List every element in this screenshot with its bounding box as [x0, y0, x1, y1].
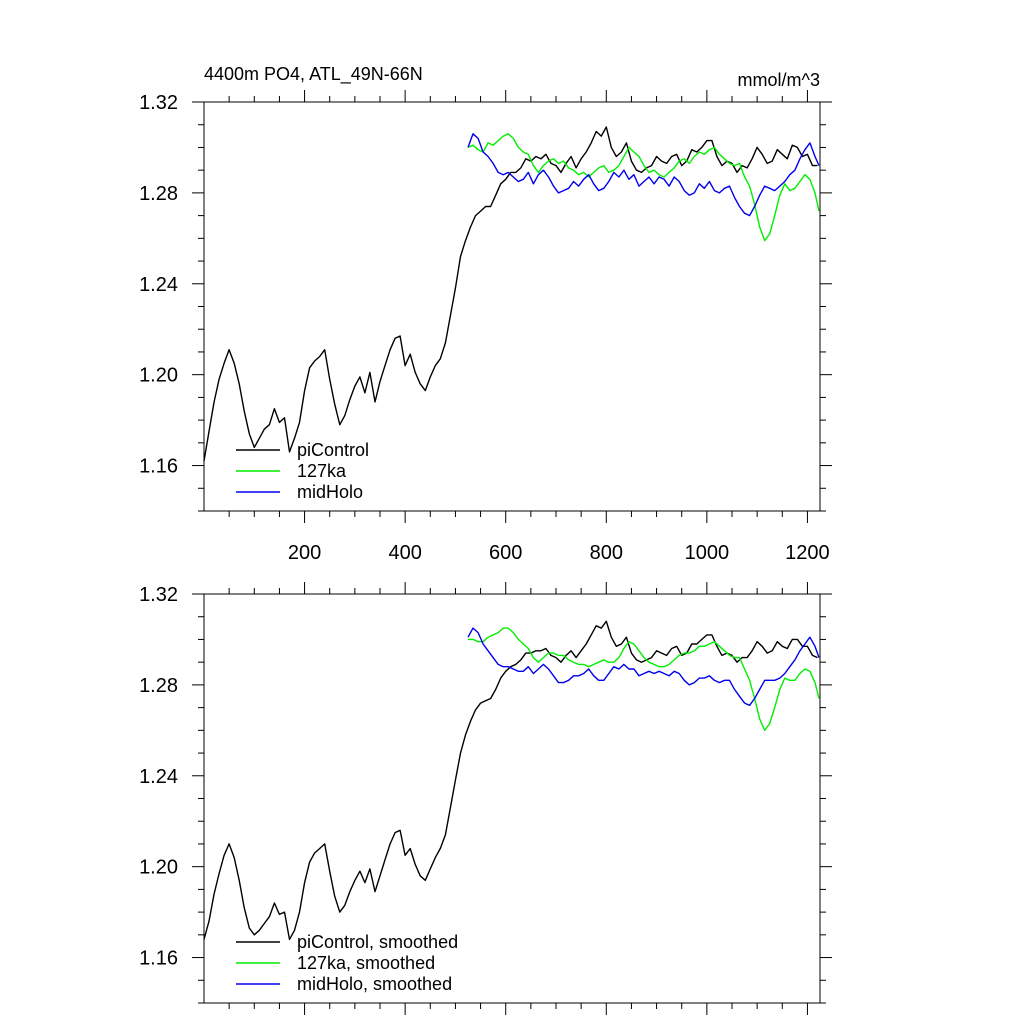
series-lines	[203, 126, 820, 462]
y-tick-label: 1.16	[139, 948, 178, 970]
series-line-picontrol	[203, 126, 818, 462]
y-tick-label: 1.20	[139, 365, 178, 387]
series-line-midholo	[467, 133, 820, 217]
legend-label: piControl	[297, 440, 369, 460]
y-tick-label: 1.32	[139, 584, 178, 606]
legend-label: 127ka, smoothed	[297, 953, 435, 973]
legend-label: piControl, smoothed	[297, 932, 458, 952]
axis-ticks	[192, 582, 832, 1015]
units-label: mmol/m^3	[738, 70, 820, 90]
plot-frame	[203, 101, 821, 512]
y-tick-label: 1.28	[139, 675, 178, 697]
series-line-midholo	[467, 627, 820, 706]
legend-label: midHolo	[297, 482, 363, 502]
series-lines	[203, 620, 820, 941]
series-line-127ka	[467, 133, 820, 242]
y-tick-label: 1.16	[139, 456, 178, 478]
chart-title: 4400m PO4, ATL_49N-66N	[204, 64, 423, 85]
x-tick-label: 800	[590, 542, 623, 564]
axis-ticks	[192, 90, 832, 523]
legend-label: 127ka	[297, 461, 347, 481]
x-axis-labels: 200 400 600 800 1000 1200	[288, 542, 830, 564]
series-line-127ka	[468, 627, 820, 731]
y-axis-labels: 1.16 1.20 1.24 1.28 1.32	[139, 584, 178, 970]
series-line-picontrol	[203, 620, 818, 941]
x-tick-label: 400	[388, 542, 421, 564]
bottom-chart-panel: 1.16 1.20 1.24 1.28 1.32 piControl, smoothed…	[139, 582, 832, 1015]
legend-label: midHolo, smoothed	[297, 974, 452, 994]
y-tick-label: 1.32	[139, 92, 178, 114]
x-tick-label: 1000	[685, 542, 730, 564]
plot-frame	[203, 593, 821, 1004]
x-tick-label: 1200	[785, 542, 830, 564]
top-chart-panel: 4400m PO4, ATL_49N-66N mmol/m^3 1.16 1.20…	[139, 64, 832, 564]
y-tick-label: 1.28	[139, 183, 178, 205]
y-tick-label: 1.24	[139, 274, 178, 296]
y-tick-label: 1.20	[139, 857, 178, 879]
x-tick-label: 600	[489, 542, 522, 564]
y-tick-label: 1.24	[139, 766, 178, 788]
y-axis-labels: 1.16 1.20 1.24 1.28 1.32	[139, 92, 178, 478]
x-tick-label: 200	[288, 542, 321, 564]
